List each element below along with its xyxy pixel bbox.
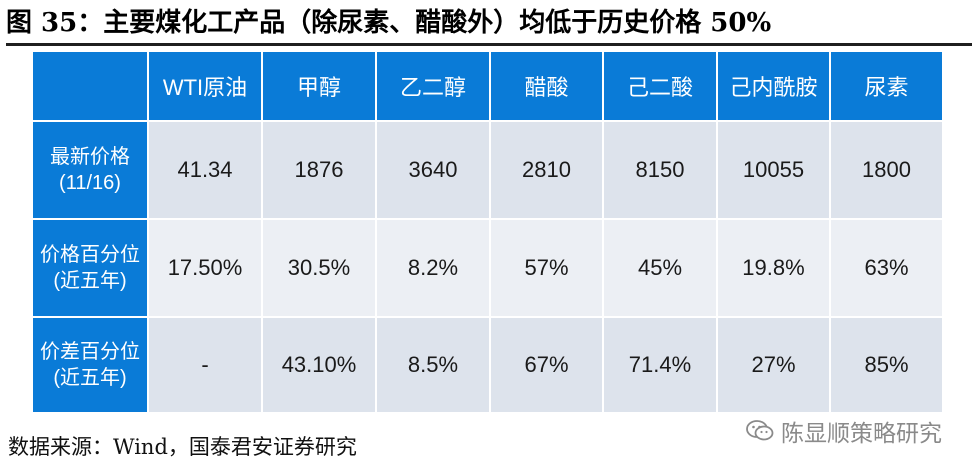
- table-cell: 67%: [491, 318, 604, 414]
- table-cell: -: [149, 318, 263, 414]
- header-wti-crude: WTI原油: [149, 52, 263, 122]
- row-label-line2: (11/16): [59, 172, 121, 194]
- table-cell: 17.50%: [149, 220, 263, 318]
- watermark: 陈显顺策略研究: [745, 414, 942, 448]
- header-acetic-acid: 醋酸: [491, 52, 604, 122]
- watermark-text: 陈显顺策略研究: [781, 420, 942, 446]
- table-cell: 27%: [718, 318, 831, 414]
- table-cell: 41.34: [149, 122, 263, 220]
- figure-title: 图 35：主要煤化工产品（除尿素、醋酸外）均低于历史价格 50%: [6, 8, 772, 38]
- row-label-line2: (近五年): [53, 270, 127, 292]
- table-cell: 57%: [491, 220, 604, 318]
- table-cell: 1876: [263, 122, 377, 220]
- title-divider: [6, 43, 972, 46]
- table-cell: 19.8%: [718, 220, 831, 318]
- table-cell: 10055: [718, 122, 831, 220]
- wechat-icon: [745, 418, 775, 444]
- header-ethylene-glycol: 乙二醇: [377, 52, 491, 122]
- table-cell: 8.2%: [377, 220, 491, 318]
- header-adipic-acid: 己二酸: [604, 52, 718, 122]
- row-label-spread-percentile: 价差百分位 (近五年): [33, 318, 149, 414]
- row-label-price-percentile: 价格百分位 (近五年): [33, 220, 149, 318]
- table-cell: 8.5%: [377, 318, 491, 414]
- table-cell: 45%: [604, 220, 718, 318]
- table-cell: 63%: [831, 220, 944, 318]
- table-cell: 8150: [604, 122, 718, 220]
- header-methanol: 甲醇: [263, 52, 377, 122]
- row-label-latest-price: 最新价格 (11/16): [33, 122, 149, 220]
- table-cell: 3640: [377, 122, 491, 220]
- table-cell: 71.4%: [604, 318, 718, 414]
- table-cell: 85%: [831, 318, 944, 414]
- table-cell: 30.5%: [263, 220, 377, 318]
- price-percentile-table: WTI原油 甲醇 乙二醇 醋酸 己二酸 己内酰胺 尿素 最新价格 (11/16)…: [33, 52, 944, 414]
- header-corner-cell: [33, 52, 149, 122]
- table-cell: 1800: [831, 122, 944, 220]
- row-label-line2: (近五年): [53, 367, 127, 389]
- header-urea: 尿素: [831, 52, 944, 122]
- row-label-line1: 价差百分位: [40, 341, 140, 363]
- table-cell: 2810: [491, 122, 604, 220]
- table-cell: 43.10%: [263, 318, 377, 414]
- source-note: 数据来源：Wind，国泰君安证券研究: [8, 435, 357, 459]
- row-label-line1: 最新价格: [50, 146, 130, 168]
- header-caprolactam: 己内酰胺: [718, 52, 831, 122]
- row-label-line1: 价格百分位: [40, 244, 140, 266]
